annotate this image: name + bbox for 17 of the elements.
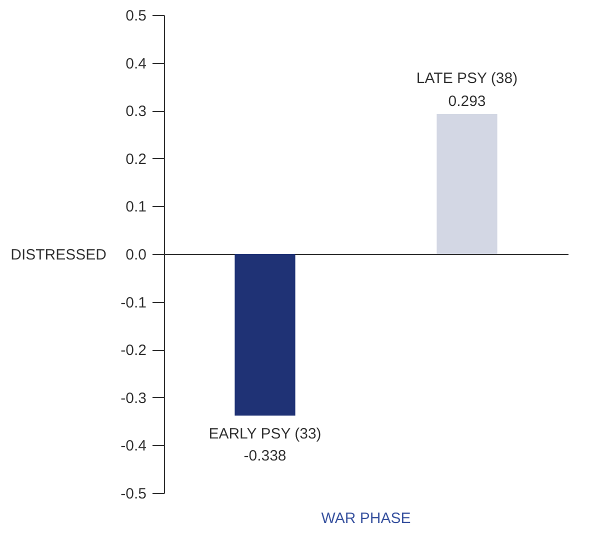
y-tick-label: 0.4 (126, 55, 146, 72)
y-tick-label: -0.2 (120, 342, 146, 360)
x-axis-title: WAR PHASE (321, 510, 411, 527)
y-tick-label: -0.1 (120, 294, 146, 312)
data-label: -0.338 (244, 448, 286, 465)
y-tick-label: 0.3 (126, 103, 146, 120)
x-tick-label: LATE PSY (38) (416, 70, 518, 87)
y-tick-label: -0.5 (120, 486, 146, 502)
y-tick-label: 0.5 (126, 8, 146, 24)
y-tick-label: 0.0 (126, 246, 146, 264)
y-tick-label: -0.3 (120, 390, 146, 407)
x-tick-label: EARLY PSY (33) (208, 426, 322, 443)
y-tick-label: -0.4 (120, 438, 146, 455)
y-tick-label: 0.2 (126, 150, 146, 168)
y-axis-title: DISTRESSED (10, 246, 107, 264)
y-tick-label: 0.1 (126, 198, 146, 216)
data-label: 0.293 (448, 92, 486, 110)
